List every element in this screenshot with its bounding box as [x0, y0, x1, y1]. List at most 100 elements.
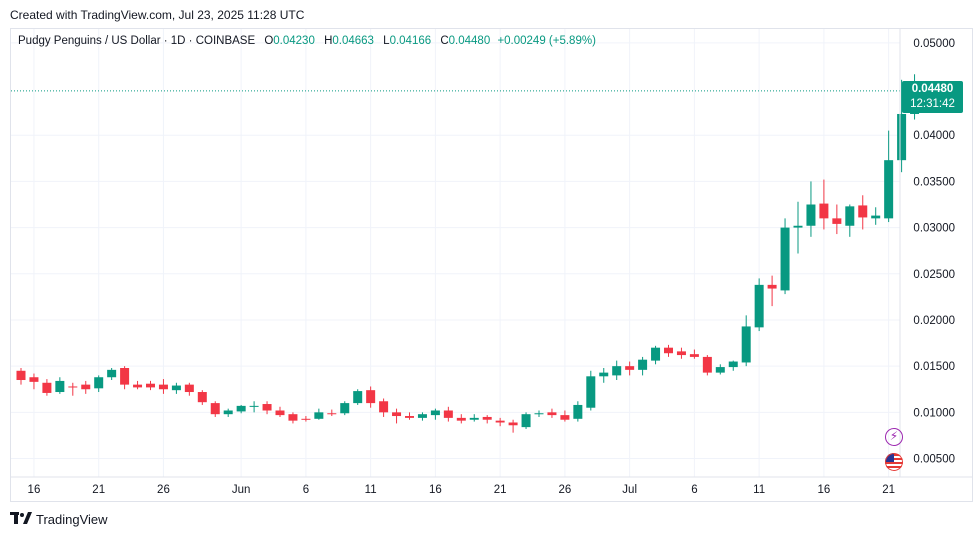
candle-body	[573, 404, 583, 419]
candle[interactable]	[223, 408, 233, 417]
candle[interactable]	[728, 360, 738, 371]
candle[interactable]	[146, 380, 155, 391]
candle[interactable]	[586, 370, 596, 411]
candle[interactable]	[871, 207, 881, 225]
candle[interactable]	[845, 204, 855, 237]
y-tick-label: 0.03000	[913, 223, 955, 235]
candle[interactable]	[638, 356, 648, 376]
candle[interactable]	[767, 275, 777, 307]
candle[interactable]	[676, 347, 686, 359]
y-tick-label: 0.00500	[913, 454, 955, 466]
candle[interactable]	[314, 408, 324, 420]
candle-body	[340, 403, 350, 414]
candle[interactable]	[612, 360, 622, 381]
candle-body	[236, 405, 246, 412]
candle[interactable]	[417, 412, 427, 421]
candle[interactable]	[897, 79, 907, 173]
last-price-value: 0.04480	[911, 83, 954, 95]
candle[interactable]	[184, 382, 194, 396]
candle[interactable]	[547, 408, 557, 418]
candle[interactable]	[353, 389, 363, 405]
x-tick-label: 16	[818, 484, 831, 496]
candle-body	[534, 413, 544, 415]
candle[interactable]	[262, 401, 272, 415]
candle[interactable]	[689, 349, 699, 359]
candle[interactable]	[884, 130, 894, 223]
candle[interactable]	[29, 373, 39, 390]
candle[interactable]	[456, 414, 466, 424]
candle[interactable]	[469, 414, 479, 422]
x-tick-label: Jun	[232, 484, 251, 496]
candle-body	[560, 415, 570, 420]
candle[interactable]	[625, 361, 635, 376]
candle[interactable]	[741, 315, 751, 367]
candle[interactable]	[94, 375, 104, 393]
candle[interactable]	[158, 379, 168, 394]
candle[interactable]	[16, 368, 26, 385]
candle[interactable]	[55, 377, 65, 394]
candle[interactable]	[430, 408, 440, 420]
candle[interactable]	[560, 410, 570, 422]
candle[interactable]	[68, 382, 78, 396]
candle[interactable]	[702, 355, 712, 376]
symbol-legend: Pudgy Penguins / US Dollar · 1D · COINBA…	[18, 35, 596, 47]
candle-body	[456, 417, 466, 421]
candle[interactable]	[392, 408, 402, 424]
candle[interactable]	[327, 409, 337, 417]
candle[interactable]	[754, 278, 764, 332]
candle[interactable]	[819, 179, 829, 230]
candle[interactable]	[366, 386, 376, 408]
low-label: L	[383, 35, 390, 47]
candle[interactable]	[301, 416, 311, 422]
candle[interactable]	[210, 401, 220, 417]
tradingview-logo[interactable]: TradingView	[10, 512, 108, 527]
candle[interactable]	[651, 345, 661, 365]
candle[interactable]	[806, 181, 816, 237]
candle[interactable]	[379, 398, 389, 417]
candle[interactable]	[443, 406, 453, 422]
candle[interactable]	[521, 412, 531, 429]
candle[interactable]	[107, 368, 117, 381]
candle[interactable]	[236, 404, 246, 414]
y-tick-label: 0.04000	[913, 130, 955, 142]
lightning-icon[interactable]: ⚡	[885, 428, 903, 446]
candle[interactable]	[405, 412, 414, 420]
candle[interactable]	[832, 204, 842, 235]
candle[interactable]	[171, 382, 181, 394]
candle[interactable]	[482, 415, 492, 424]
candle[interactable]	[288, 412, 298, 424]
candle-body	[728, 361, 738, 368]
y-tick-label: 0.05000	[913, 38, 955, 50]
symbol-name[interactable]: Pudgy Penguins / US Dollar · 1D · COINBA…	[18, 35, 256, 47]
candle-body	[120, 368, 130, 385]
candle[interactable]	[340, 401, 350, 416]
candle-body	[625, 366, 635, 370]
candle[interactable]	[573, 401, 583, 422]
y-tick-label: 0.02000	[913, 315, 955, 327]
grid-lines	[11, 29, 900, 477]
candle-body	[754, 284, 764, 328]
candle[interactable]	[120, 366, 130, 390]
candle[interactable]	[715, 364, 725, 375]
close-label: C	[440, 35, 449, 47]
candle[interactable]	[780, 218, 790, 295]
candle[interactable]	[793, 201, 803, 254]
candle[interactable]	[133, 380, 143, 390]
candle[interactable]	[534, 410, 544, 417]
candle[interactable]	[858, 195, 868, 230]
time-axis: 16 21 26 Jun 6 11 16 21 26 Jul 6 11 16 21	[11, 476, 973, 496]
candle[interactable]	[664, 344, 673, 357]
candle[interactable]	[197, 390, 207, 405]
candle[interactable]	[249, 401, 259, 413]
candle-body	[651, 347, 661, 361]
candle[interactable]	[599, 368, 609, 383]
candle[interactable]	[42, 379, 52, 396]
candle[interactable]	[508, 419, 518, 433]
us-flag-icon[interactable]	[885, 453, 903, 471]
candle[interactable]	[81, 380, 91, 394]
candle[interactable]	[275, 406, 285, 417]
candle[interactable]	[495, 417, 505, 427]
last-price-tag: 0.04480 12:31:42	[902, 81, 963, 113]
candle-body	[819, 203, 829, 219]
